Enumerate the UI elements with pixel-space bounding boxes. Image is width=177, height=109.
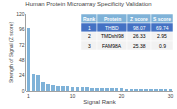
svg-text:Strength of Signal (Z score): Strength of Signal (Z score) bbox=[8, 22, 14, 83]
svg-text:Human Protein Microarray Speci: Human Protein Microarray Specificity Val… bbox=[25, 1, 151, 7]
svg-text:20: 20 bbox=[119, 93, 125, 99]
svg-text:Signal Rank: Signal Rank bbox=[83, 99, 116, 105]
svg-text:30: 30 bbox=[168, 93, 174, 99]
svg-text:Protein: Protein bbox=[104, 16, 121, 22]
svg-text:69.74: 69.74 bbox=[156, 25, 169, 31]
svg-text:26.33: 26.33 bbox=[133, 33, 146, 39]
svg-text:3: 3 bbox=[88, 43, 91, 49]
svg-text:THBD: THBD bbox=[105, 25, 119, 31]
svg-text:1: 1 bbox=[88, 25, 91, 31]
svg-text:2: 2 bbox=[88, 33, 91, 39]
svg-text:24: 24 bbox=[19, 72, 25, 78]
svg-text:S score: S score bbox=[153, 16, 171, 22]
svg-text:72: 72 bbox=[19, 42, 25, 48]
svg-text:25.38: 25.38 bbox=[133, 43, 146, 49]
svg-text:FAM98A: FAM98A bbox=[102, 43, 122, 49]
svg-text:96: 96 bbox=[19, 26, 25, 32]
svg-text:98.07: 98.07 bbox=[133, 25, 146, 31]
svg-text:48: 48 bbox=[19, 57, 25, 63]
svg-text:10: 10 bbox=[70, 93, 76, 99]
svg-text:1: 1 bbox=[27, 93, 30, 99]
svg-text:TMDshl98: TMDshl98 bbox=[101, 33, 124, 39]
svg-text:Z score: Z score bbox=[130, 16, 148, 22]
svg-text:0.9: 0.9 bbox=[159, 43, 166, 49]
svg-text:Rank: Rank bbox=[83, 16, 95, 22]
svg-text:0: 0 bbox=[22, 88, 25, 94]
svg-text:120: 120 bbox=[16, 11, 25, 17]
svg-text:2.95: 2.95 bbox=[157, 33, 167, 39]
